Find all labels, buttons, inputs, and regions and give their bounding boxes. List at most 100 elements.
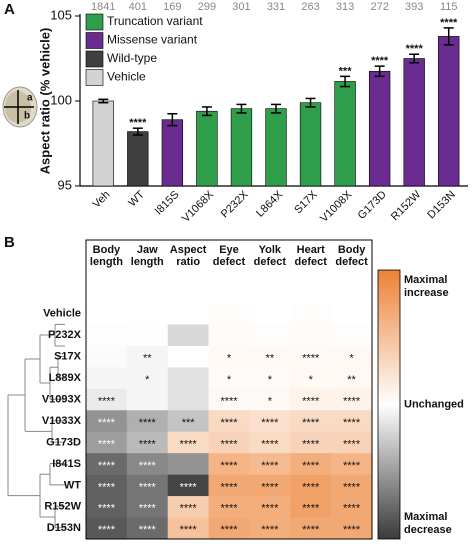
legend-label: Missense variant [107, 33, 198, 47]
column-header: Heart defect [295, 244, 327, 268]
heatmap-cell [249, 303, 291, 325]
heatmap-cell [208, 474, 250, 497]
cell-significance: **** [98, 481, 116, 493]
count-label: 301 [232, 1, 250, 13]
heatmap-cell [167, 388, 209, 411]
count-label: 272 [370, 1, 388, 13]
x-tick-label: D153N [425, 189, 458, 222]
heatmap-cell [249, 345, 291, 368]
heatmap-cell [331, 324, 373, 347]
bar [368, 70, 391, 187]
cell-significance: **** [302, 417, 320, 429]
heatmap-cell [126, 410, 169, 433]
y-tick-label: 105 [50, 7, 72, 22]
count-label: 299 [198, 1, 216, 13]
cell-significance: **** [261, 438, 279, 450]
heatmap-cell [167, 474, 209, 497]
cell-significance: **** [98, 503, 116, 515]
bar [438, 36, 460, 187]
x-tick-label: S17X [292, 188, 320, 216]
heatmap-cell [86, 345, 128, 368]
heatmap-cell [208, 517, 250, 540]
heatmap-cell [331, 474, 373, 497]
heatmap-cell [208, 345, 250, 368]
heatmap-cell [290, 496, 332, 518]
row-label: V1033X [42, 415, 82, 427]
cell-significance: **** [98, 438, 116, 450]
y-tick-label: 95 [58, 177, 72, 192]
heatmap-cell [208, 388, 250, 411]
significance: **** [371, 55, 389, 67]
heatmap-cell [86, 474, 128, 497]
heatmap-cell [249, 431, 291, 454]
legend-label: Wild-type [107, 51, 157, 65]
colorbar [377, 269, 401, 540]
heatmap-border [85, 239, 373, 540]
row-label: S17X [54, 351, 82, 363]
heatmap-cell [86, 388, 128, 411]
cell-significance: **** [220, 460, 238, 472]
row-label: L889X [49, 372, 82, 384]
cell-significance: **** [343, 395, 361, 407]
heatmap-cell [331, 303, 373, 325]
cell-significance: **** [139, 524, 157, 536]
bar [196, 110, 218, 187]
heatmap-cell [331, 496, 373, 518]
error-bar [374, 65, 385, 78]
cell-significance: **** [220, 417, 238, 429]
heatmap-cell [208, 324, 250, 347]
cell-significance: **** [139, 503, 157, 515]
heatmap-cell [208, 496, 250, 518]
cell-significance: **** [302, 503, 320, 515]
significance: *** [339, 65, 353, 77]
x-tick-label: WT [126, 188, 147, 209]
heatmap-cell [86, 303, 128, 325]
count-label: 393 [405, 1, 423, 13]
x-tick-label: P232X [219, 188, 251, 220]
column-header: Jaw length [131, 244, 164, 268]
heatmap-cell [249, 474, 291, 497]
x-tick-label: L864X [254, 188, 285, 219]
cell-significance: *** [182, 417, 196, 429]
heatmap-cell [249, 496, 291, 518]
heatmap-cell [86, 517, 128, 540]
heatmap-cell [167, 431, 209, 454]
cell-significance: **** [98, 524, 116, 536]
column-header: Body defect [335, 244, 368, 268]
legend-swatch [85, 32, 104, 49]
column-header-text: Body defect [335, 244, 368, 268]
colorbar-label: Unchanged [404, 398, 464, 410]
y-tick-label: 100 [50, 92, 72, 107]
legend-label: Truncation variant [107, 14, 203, 28]
cell-significance: **** [343, 524, 361, 536]
cell-significance: **** [343, 438, 361, 450]
heatmap-cell [331, 517, 373, 540]
panel-label: B [4, 234, 15, 251]
heatmap-cell [167, 496, 209, 518]
heatmap-cell [126, 517, 169, 540]
colorbar-label: Maximal decrease [404, 511, 452, 536]
row-label: R152W [44, 501, 81, 513]
row-label: P232X [48, 329, 82, 341]
error-bar [409, 53, 420, 64]
row-label: WT [64, 479, 81, 491]
cell-significance: **** [302, 481, 320, 493]
heatmap-cell [331, 410, 373, 433]
bar [299, 102, 322, 187]
cell-significance: **** [302, 524, 320, 536]
bar [92, 100, 114, 187]
heatmap-cell [331, 367, 373, 390]
cell-significance: **** [261, 481, 279, 493]
heatmap-cell [249, 453, 291, 475]
error-bar [201, 106, 212, 117]
heatmap-cell [290, 367, 332, 390]
cell-significance: **** [261, 503, 279, 515]
inset-icon: a b [2, 86, 38, 128]
heatmap-cell [208, 431, 250, 454]
column-header-text: Yolk defect [253, 244, 287, 268]
heatmap-cell [126, 345, 169, 368]
cell-significance: * [268, 395, 273, 407]
heatmap-cell [126, 324, 169, 347]
significance: **** [406, 43, 424, 55]
